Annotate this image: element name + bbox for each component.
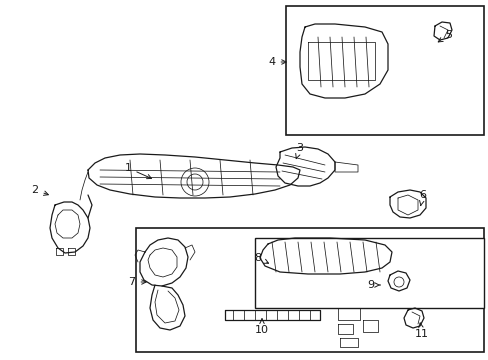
Text: 7: 7 — [128, 277, 146, 287]
Bar — [285, 6, 483, 135]
Text: 4: 4 — [268, 57, 285, 67]
Text: 11: 11 — [414, 323, 428, 339]
Text: 9: 9 — [366, 280, 379, 290]
Bar — [136, 228, 483, 352]
Text: 6: 6 — [419, 190, 426, 206]
Text: 1: 1 — [124, 163, 151, 179]
Text: 5: 5 — [437, 30, 451, 42]
Text: 10: 10 — [254, 319, 268, 335]
Text: 2: 2 — [31, 185, 48, 195]
Text: 3: 3 — [295, 143, 303, 159]
Bar — [254, 238, 483, 308]
Text: 8: 8 — [254, 253, 268, 263]
